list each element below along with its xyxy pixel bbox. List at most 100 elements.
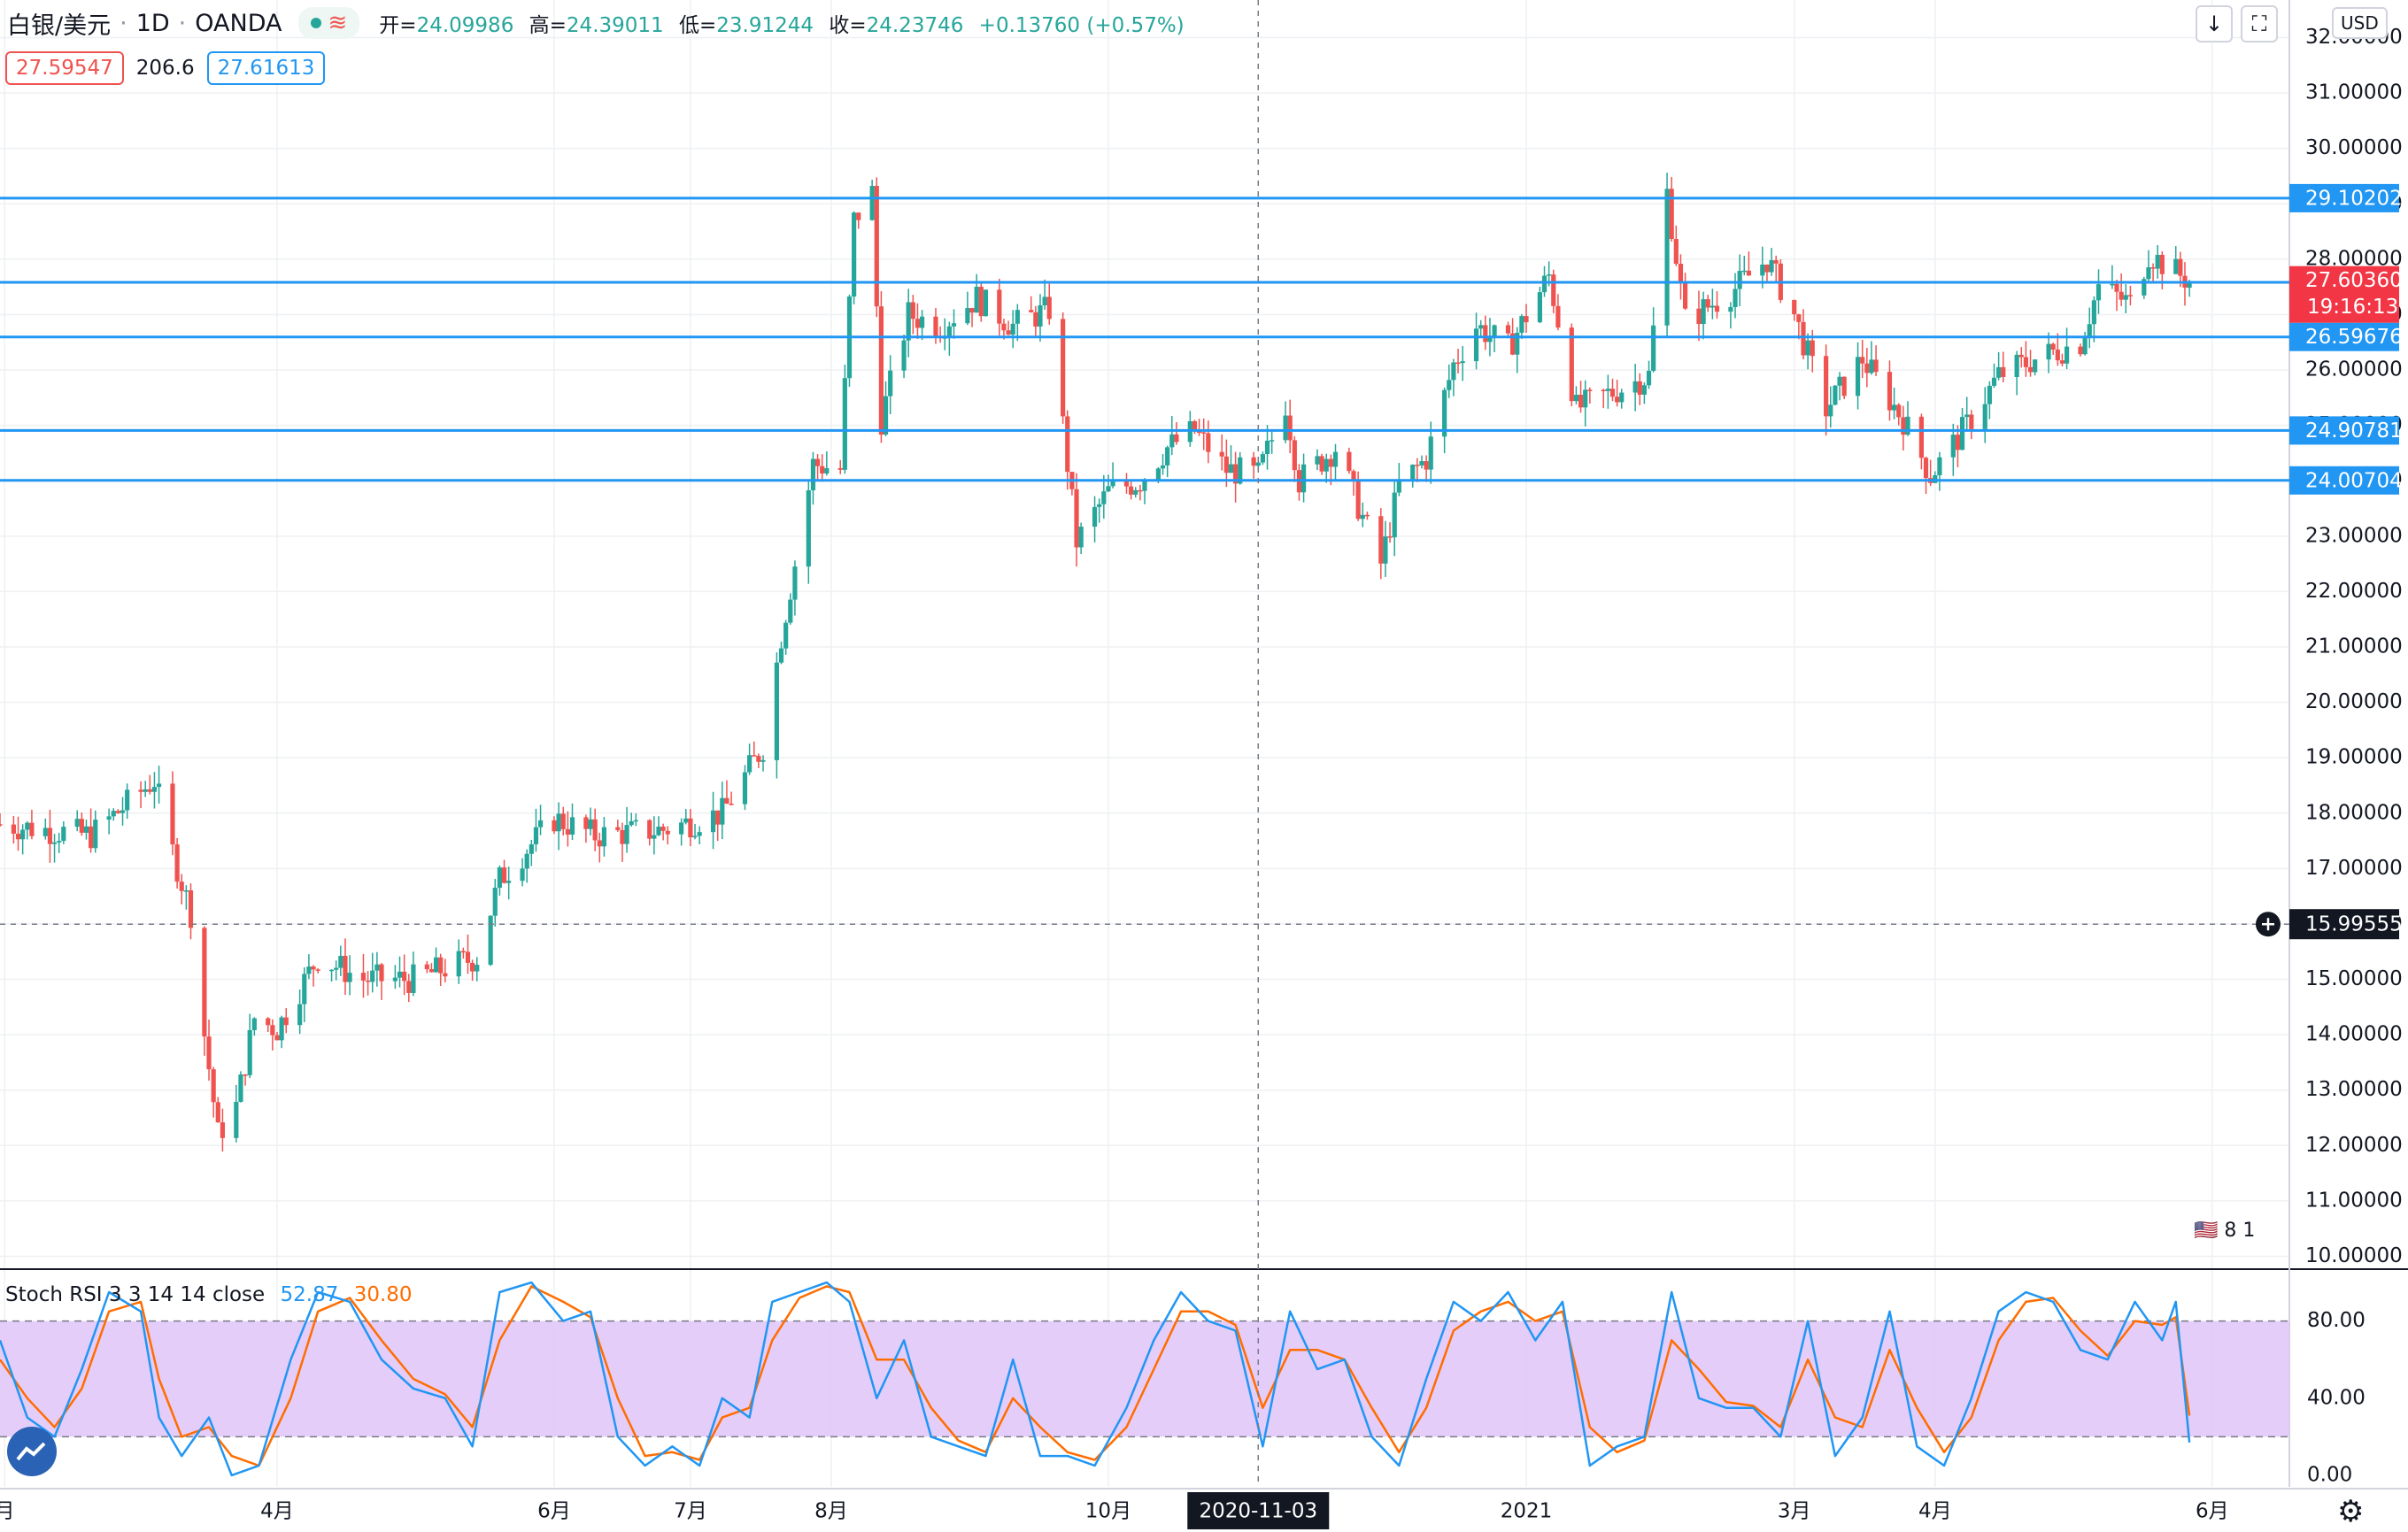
candle-body — [874, 186, 879, 307]
candle-body — [2119, 291, 2124, 300]
candle-body — [1733, 289, 1738, 308]
price-tick-label: 31.00000 — [2305, 81, 2403, 104]
separator-dot: · — [120, 9, 127, 37]
candle-body — [1578, 395, 1584, 408]
wave-icon[interactable]: ≋ — [328, 10, 348, 36]
candle-body — [1892, 404, 1897, 411]
candle-body — [1238, 457, 1243, 484]
stoch-k-value: 52.87 — [280, 1283, 339, 1306]
plus-icon — [2262, 918, 2274, 931]
candle-body — [220, 1122, 226, 1138]
candle-body — [1360, 514, 1365, 520]
candle-body — [1860, 357, 1865, 364]
candle-body — [1869, 359, 1874, 373]
candle-body — [1065, 416, 1070, 473]
candle-body — [1824, 356, 1829, 417]
indicator-params: 3 3 14 14 close — [108, 1283, 266, 1306]
candle-body — [343, 956, 348, 982]
candle-body — [1097, 504, 1102, 507]
candle-body — [592, 819, 598, 841]
interval-label[interactable]: 1D — [135, 9, 170, 37]
candle-body — [315, 969, 320, 971]
candle-body — [742, 772, 748, 804]
candle-body — [2155, 254, 2160, 269]
candle-body — [842, 378, 847, 470]
price-axis[interactable]: 10.00000 11.00000 12.00000 13.00000 14.00000… — [2289, 26, 2403, 1267]
candle-body — [438, 957, 444, 974]
broker-label: OANDA — [195, 9, 282, 37]
candle-body — [1129, 486, 1134, 495]
candle-body — [1378, 516, 1384, 564]
candle-body — [1737, 271, 1742, 289]
candle-body — [529, 843, 534, 854]
candle-body — [51, 842, 58, 844]
fullscreen-icon[interactable]: ⛶ — [2241, 5, 2278, 42]
candle-body — [729, 804, 734, 805]
candle-body — [783, 622, 789, 649]
currency-button[interactable]: USD — [2332, 7, 2388, 39]
candle-body — [1228, 464, 1234, 473]
candle-body — [2055, 349, 2060, 361]
candle-body — [560, 813, 566, 829]
candle-body — [2087, 324, 2092, 338]
candle-body — [1270, 440, 1275, 442]
candle-body — [2033, 359, 2038, 373]
symbol-name[interactable]: 白银/美元 — [7, 12, 112, 40]
candle-body — [2178, 258, 2183, 276]
sell-button[interactable]: 27.59547 — [5, 51, 124, 85]
candle-body — [1510, 333, 1516, 355]
price-tick-label: 19.00000 — [2305, 746, 2403, 769]
candle-body — [1424, 461, 1429, 470]
candle-body — [251, 1018, 257, 1030]
candle-body — [1896, 404, 1902, 418]
arrow-down-icon[interactable]: ↓ — [2196, 5, 2233, 42]
candle-body — [15, 833, 21, 840]
indicator-legend[interactable]: Stoch RSI 3 3 14 14 close 52.87 30.80 — [5, 1283, 413, 1306]
candle-body — [1987, 385, 1992, 404]
candle-body — [433, 957, 439, 973]
candle-body — [202, 928, 207, 1037]
candle-body — [1447, 380, 1452, 390]
candle-body — [715, 810, 721, 825]
candle-body — [1046, 296, 1052, 319]
candle-body — [1251, 457, 1256, 466]
candle-body — [1632, 381, 1638, 393]
candle-body — [120, 810, 126, 813]
candle-body — [360, 973, 367, 981]
candle-body — [1841, 376, 1847, 396]
candle-body — [2014, 354, 2019, 377]
candle-body — [1315, 456, 1320, 465]
candle-body — [1283, 415, 1288, 441]
candle-body — [1015, 310, 1020, 324]
candle-body — [692, 835, 698, 838]
candle-body — [1419, 461, 1424, 466]
candle-body — [1074, 489, 1079, 548]
horizontal-lines[interactable] — [0, 196, 2289, 482]
candle-body — [1396, 481, 1401, 493]
tradingview-logo-icon[interactable] — [7, 1427, 57, 1476]
market-status-pill[interactable]: ≋ — [297, 7, 360, 39]
candle-body — [456, 951, 461, 977]
candle-body — [506, 881, 512, 883]
events-flag-icon[interactable]: 🇺🇸 8 1 — [2194, 1220, 2256, 1242]
candle-body — [1746, 270, 1752, 276]
candle-body — [837, 467, 843, 470]
candle-body — [1223, 456, 1229, 473]
candle-body — [370, 970, 375, 982]
candle-body — [856, 212, 861, 220]
candle-body — [1038, 304, 1043, 327]
candle-body — [869, 186, 875, 220]
candle-body — [1355, 479, 1361, 520]
candle-body — [297, 1004, 303, 1026]
candle-body — [906, 302, 911, 341]
candle-body — [93, 820, 98, 849]
buy-button[interactable]: 27.61613 — [206, 51, 326, 85]
candle-body — [266, 1018, 271, 1026]
candle-body — [1428, 436, 1433, 470]
candle-body — [1133, 489, 1138, 495]
time-axis[interactable]: 月 4月 6月 7月 8月 10月 2021 3月 4月 6月 2020-11-03 — [0, 1492, 2229, 1529]
gear-icon[interactable]: ⚙ — [2337, 1494, 2365, 1529]
stoch-axis[interactable]: 0.00 40.00 80.00 — [2307, 1309, 2366, 1486]
candle-body — [1833, 385, 1838, 405]
